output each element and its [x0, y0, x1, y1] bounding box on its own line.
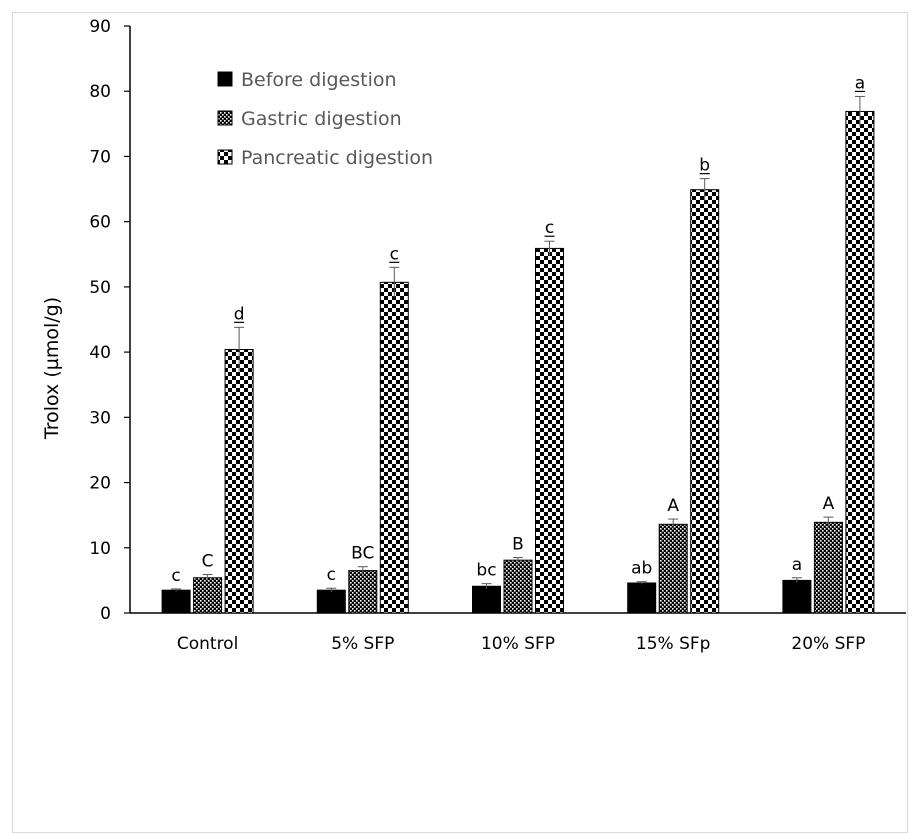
chart-frame: [12, 12, 908, 833]
bar: [348, 570, 378, 614]
significance-label: c: [545, 218, 554, 238]
significance-label: a: [792, 555, 802, 575]
x-tick-label: 5% SFP: [331, 634, 394, 654]
y-tick-label: 20: [89, 474, 111, 494]
significance-label: b: [699, 156, 710, 176]
x-tick-label: 15% SFp: [636, 634, 711, 654]
y-tick-label: 10: [89, 539, 111, 559]
y-tick-label: 40: [89, 343, 111, 363]
significance-label: B: [512, 535, 524, 555]
legend-label: Gastric digestion: [241, 108, 402, 130]
bar: [813, 521, 843, 614]
y-tick-label: 30: [89, 408, 111, 428]
legend-label: Pancreatic digestion: [241, 147, 433, 169]
significance-label: a: [855, 73, 865, 93]
significance-label: BC: [351, 544, 374, 564]
significance-label: c: [390, 244, 399, 264]
significance-label: ab: [631, 559, 652, 579]
y-tick-label: 60: [89, 213, 111, 233]
bar: [503, 559, 533, 614]
bar: [193, 577, 223, 614]
y-tick-label: 50: [89, 278, 111, 298]
bar: [627, 582, 657, 614]
bar: [658, 523, 688, 614]
bar: [472, 585, 501, 614]
y-axis-title: Trolox (µmol/g): [41, 297, 63, 440]
x-tick-label: 20% SFP: [791, 634, 865, 654]
y-tick-label: 90: [89, 17, 111, 37]
bar: [224, 349, 254, 614]
bar-series: c Cd c BC c bc Bc ab Ab a Aa: [161, 73, 875, 614]
legend-swatch: [217, 71, 233, 87]
legend-swatch: [217, 149, 233, 165]
bar: [535, 247, 564, 614]
bar: [379, 281, 409, 614]
significance-label: bc: [476, 561, 496, 581]
bar: [690, 189, 720, 614]
significance-label: A: [667, 496, 679, 516]
y-tick-label: 0: [100, 604, 111, 624]
y-axis-ticks: 0 10 20 30 40 50 60 70 80 90: [89, 17, 130, 624]
significance-label: c: [327, 565, 336, 585]
legend: Before digestion Gastric digestion Pancrea…: [217, 69, 433, 169]
significance-label: A: [823, 494, 835, 514]
significance-label: c: [171, 566, 180, 586]
bar: [316, 589, 346, 614]
x-axis-ticks: Control 5% SFP 10% SFP 15% SFp 20% SFP: [177, 634, 866, 654]
y-tick-label: 70: [89, 147, 111, 167]
significance-label: d: [234, 304, 245, 324]
y-tick-label: 80: [89, 82, 111, 102]
legend-label: Before digestion: [241, 69, 397, 91]
legend-swatch: [217, 110, 233, 126]
x-tick-label: Control: [177, 634, 238, 654]
significance-label: C: [202, 552, 214, 572]
x-tick-label: 10% SFP: [481, 634, 555, 654]
bar: [845, 110, 875, 614]
bar: [782, 579, 812, 614]
bar: [161, 589, 191, 614]
